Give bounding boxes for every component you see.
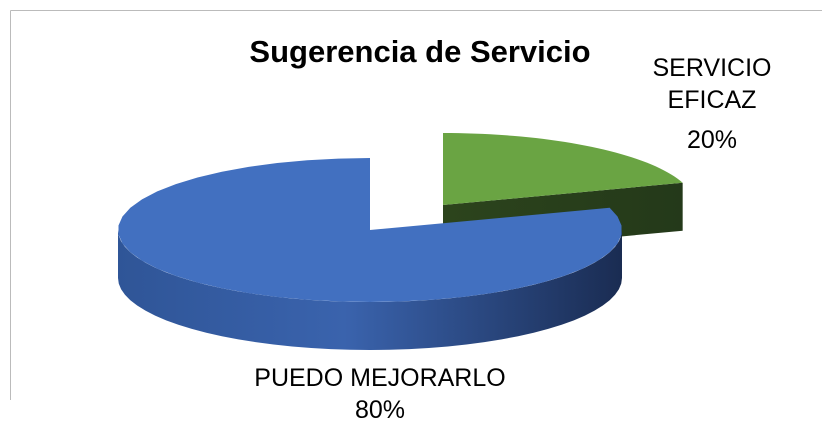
slice-label: SERVICIO EFICAZ 20% [632,52,792,156]
slice-side [118,230,622,350]
value-label: 20% [686,126,738,154]
category-label: SERVICIO EFICAZ [652,54,772,114]
value-label: 80% [354,396,406,424]
slice [118,158,622,302]
slice [443,133,683,205]
slice-label: PUEDO MEJORARLO 80% [180,362,580,425]
chart-title: Sugerencia de Servicio [249,34,591,69]
category-label: PUEDO MEJORARLO [254,364,506,392]
